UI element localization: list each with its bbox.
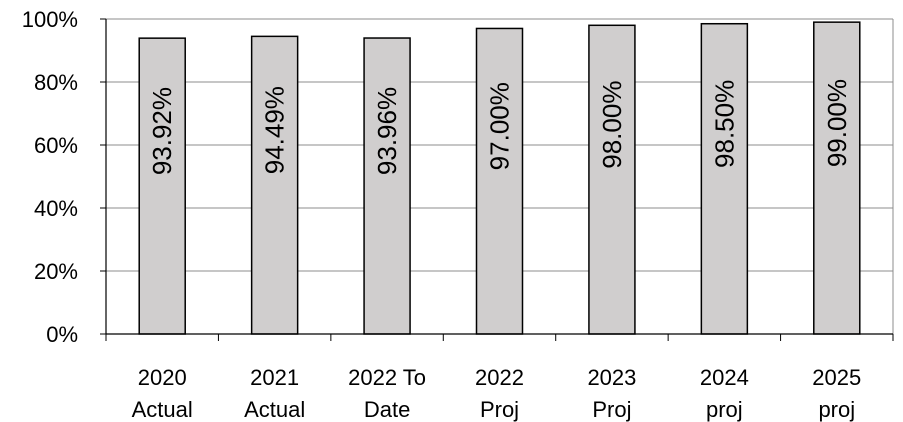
x-category-label: 2021 [250,365,299,390]
y-tick-label: 40% [34,196,78,221]
bar [588,24,636,335]
bars [138,21,861,335]
data-label: 98.00% [597,81,627,169]
x-category-label: 2024 [700,365,749,390]
x-category-label: 2022 [475,365,524,390]
data-label: 97.00% [485,82,515,170]
data-label: 93.96% [372,87,402,175]
data-label: 93.92% [147,87,177,175]
x-category-label: Actual [244,397,305,422]
bar [250,35,299,335]
x-category-label: 2020 [138,365,187,390]
x-category-labels: 2020 Actual 2021 Actual 2022 To Date 2022 Proj 2… [132,365,862,422]
bar [363,37,411,335]
y-tick-label: 20% [34,259,78,284]
y-tick-label: 100% [22,7,78,32]
x-category-label: proj [706,397,743,422]
bar [700,22,749,335]
x-category-label: Proj [480,397,519,422]
y-tick-labels: 0% 20% 40% 60% 80% 100% [22,7,78,347]
x-category-label: proj [818,397,855,422]
x-category-label: Actual [132,397,193,422]
y-tick-label: 0% [46,322,78,347]
y-tick-label: 60% [34,133,78,158]
x-category-label: 2022 To [348,365,426,390]
x-category-label: 2025 [812,365,861,390]
x-category-label: Date [364,397,410,422]
data-label: 94.49% [260,86,290,174]
data-label: 98.50% [709,80,739,168]
bar [813,21,861,335]
axes [100,18,894,341]
bar [475,27,524,335]
data-labels: 93.92% 94.49% 93.96% 97.00% 98.00% 98.50% 99.0… [147,79,852,175]
y-tick-label: 80% [34,70,78,95]
bar [138,37,186,335]
x-category-label: 2023 [587,365,636,390]
x-category-label: Proj [592,397,631,422]
data-label: 99.00% [822,79,852,167]
